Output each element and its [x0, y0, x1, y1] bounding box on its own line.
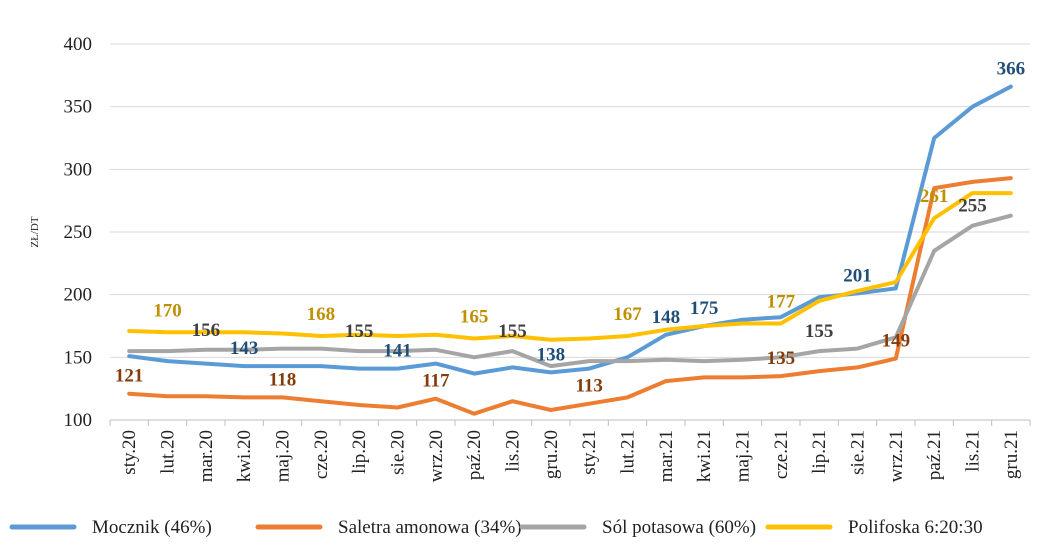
series-lines	[127, 84, 1013, 416]
legend-label: Sól potasowa (60%)	[602, 517, 756, 538]
x-tick-label: maj.21	[733, 430, 754, 482]
x-tick-label: mar.20	[196, 430, 217, 482]
x-tick-label: paź.20	[464, 430, 485, 480]
data-label: 113	[575, 376, 602, 397]
y-tick-label: 150	[64, 347, 93, 368]
x-tick-label: wrz.21	[886, 430, 907, 482]
y-axis-title: ZŁ/DT	[29, 216, 41, 247]
legend-label: Mocznik (46%)	[92, 517, 212, 538]
y-tick-label: 400	[64, 34, 93, 55]
data-label: 170	[153, 300, 182, 321]
x-tick-label: cze.20	[311, 430, 332, 479]
x-tick-label: lis.20	[503, 430, 524, 472]
data-label: 135	[767, 348, 796, 369]
data-label: 121	[115, 366, 144, 387]
y-tick-label: 100	[64, 410, 93, 431]
data-label: 148	[652, 307, 681, 328]
data-label: 156	[192, 320, 221, 341]
x-tick-label: gru.21	[1001, 430, 1022, 479]
data-label: 201	[843, 265, 872, 286]
data-labels: 143 141 138 148 175 201 366 121 118 117 113 135 149 1…	[115, 59, 1025, 397]
data-label: 155	[345, 321, 374, 342]
x-tick-label: kwi.20	[234, 430, 255, 482]
x-tick-label: lut.21	[618, 430, 639, 474]
data-label: 155	[805, 321, 834, 342]
data-label: 165	[460, 307, 489, 328]
x-tick-label: lis.21	[963, 430, 984, 472]
series-line-3	[127, 213, 1013, 369]
grid	[110, 43, 1030, 358]
x-tick-label: wrz.20	[426, 430, 447, 482]
y-tick-label: 300	[64, 159, 93, 180]
data-label: 167	[613, 304, 642, 325]
x-tick-label: lut.20	[158, 430, 179, 474]
series-line-4	[127, 191, 1013, 342]
data-label: 175	[690, 298, 719, 319]
x-tick-label: gru.20	[541, 430, 562, 479]
x-tick-label: sty.20	[119, 430, 140, 475]
y-tick-label: 200	[64, 285, 93, 306]
data-label: 255	[958, 196, 987, 217]
x-tick-label: sie.20	[388, 430, 409, 475]
x-tick-label: mar.21	[656, 430, 677, 482]
x-tick-label: lip.21	[809, 430, 830, 474]
data-label: 366	[997, 59, 1026, 80]
x-tick-label: kwi.21	[694, 430, 715, 482]
x-tick-label: paź.21	[924, 430, 945, 480]
data-label: 138	[537, 344, 566, 365]
series-line-1	[127, 84, 1013, 376]
data-label: 117	[422, 371, 450, 392]
data-label: 149	[882, 331, 911, 352]
x-tick-label: lip.20	[349, 430, 370, 474]
y-tick-label: 350	[64, 97, 93, 118]
y-tick-label: 250	[64, 222, 93, 243]
legend-label: Saletra amonowa (34%)	[338, 517, 522, 538]
x-tick-label: sty.21	[579, 430, 600, 475]
x-tick-label: sie.21	[848, 430, 869, 475]
data-label: 141	[383, 341, 412, 362]
x-tick-label: maj.20	[273, 430, 294, 482]
series-line-2	[127, 176, 1013, 416]
legend-label: Polifoska 6:20:30	[848, 517, 983, 538]
data-label: 261	[920, 186, 949, 207]
data-label: 143	[230, 338, 259, 359]
data-label: 118	[269, 369, 296, 390]
legend: Mocznik (46%) Saletra amonowa (34%) Sól po…	[9, 517, 983, 538]
axes: 100 150 200 250 300 350 400 ZŁ/DT sty.20 lut.20 ma…	[29, 34, 1031, 482]
data-label: 155	[498, 321, 527, 342]
data-label: 177	[767, 291, 796, 312]
x-tick-label: cze.21	[771, 430, 792, 479]
data-label: 168	[307, 304, 336, 325]
